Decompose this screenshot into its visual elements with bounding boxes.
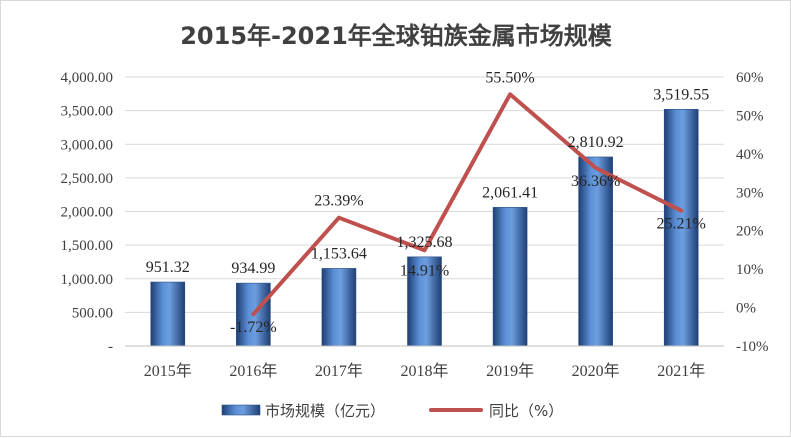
bar-value-label: 2,061.41: [482, 184, 538, 201]
bar-value-label: 951.32: [146, 259, 190, 276]
bar-value-label: 2,810.92: [568, 134, 624, 151]
line-point: [594, 166, 598, 170]
x-axis-tick-label: 2020年: [572, 362, 620, 380]
left-axis-tick-label: 3,000.00: [61, 137, 114, 153]
left-axis-tick-label: 4,000.00: [61, 70, 114, 86]
right-axis-tick-label: 30%: [736, 185, 764, 201]
line-value-label: 14.91%: [400, 262, 449, 279]
line-point: [337, 216, 341, 220]
chart-title: 2015年-2021年全球铂族金属市场规模: [180, 22, 613, 50]
bar: [150, 281, 186, 347]
left-axis-tick-label: 2,500.00: [61, 171, 114, 187]
x-axis: 2015年 2016年 2017年 2018年 2019年 2020年 2021年: [125, 345, 724, 380]
x-axis-tick-label: 2015年: [144, 362, 192, 380]
line-point: [679, 209, 683, 213]
line-point: [423, 248, 426, 252]
x-axis-tick-label: 2019年: [486, 362, 534, 380]
x-axis-tick-label: 2018年: [400, 362, 448, 380]
line-point: [508, 92, 512, 96]
left-axis-tick-label: 500.00: [72, 305, 113, 321]
left-y-axis: - 500.00 1,000.00 1,500.00 2,000.00 2,500.00 3…: [61, 70, 114, 355]
legend: 市场规模（亿元） 同比（%）: [221, 402, 563, 420]
x-axis-tick-label: 2016年: [229, 362, 277, 380]
x-axis-tick-label: 2017年: [315, 362, 363, 380]
bar-value-label: 3,519.55: [653, 86, 709, 103]
legend-line-label: 同比（%）: [489, 402, 563, 420]
right-axis-tick-label: 50%: [736, 108, 764, 124]
line-value-label: 25.21%: [657, 216, 706, 233]
left-axis-tick-label: -: [108, 339, 113, 355]
bar-value-label: 1,153.64: [311, 245, 367, 262]
data-labels: 951.32 934.99 1,153.64 1,325.68 2,061.41 2,81…: [146, 69, 709, 336]
bar: [407, 256, 442, 347]
bar: [663, 109, 699, 347]
left-axis-tick-label: 1,500.00: [61, 238, 114, 254]
right-axis-tick-label: 40%: [736, 147, 764, 163]
bar: [492, 207, 528, 347]
line-value-label: -1.72%: [230, 319, 277, 336]
gridlines: [125, 76, 724, 313]
right-axis-tick-label: 0%: [736, 301, 756, 317]
left-axis-tick-label: 1,000.00: [61, 272, 114, 288]
line-point: [251, 312, 255, 316]
left-axis-tick-label: 2,000.00: [61, 205, 114, 221]
right-axis-tick-label: 10%: [736, 262, 764, 278]
x-axis-tick-label: 2021年: [657, 362, 705, 380]
line-series: [251, 92, 684, 317]
bar: [321, 268, 357, 347]
right-axis-tick-label: -10%: [736, 339, 769, 355]
legend-bar-swatch: [221, 404, 261, 416]
right-axis-tick-label: 60%: [736, 70, 764, 86]
bar: [578, 156, 613, 347]
line-value-label: 55.50%: [485, 69, 534, 86]
line-value-label: 36.36%: [571, 173, 620, 190]
left-axis-tick-label: 3,500.00: [61, 104, 114, 120]
bar-value-label: 1,325.68: [397, 234, 453, 251]
legend-bar-label: 市场规模（亿元）: [265, 402, 385, 420]
right-y-axis: -10% 0% 10% 20% 30% 40% 50% 60%: [736, 70, 769, 355]
right-axis-tick-label: 20%: [736, 224, 764, 240]
bar-value-label: 934.99: [231, 260, 275, 277]
line-value-label: 23.39%: [314, 193, 363, 210]
yoy-line: [251, 92, 684, 317]
